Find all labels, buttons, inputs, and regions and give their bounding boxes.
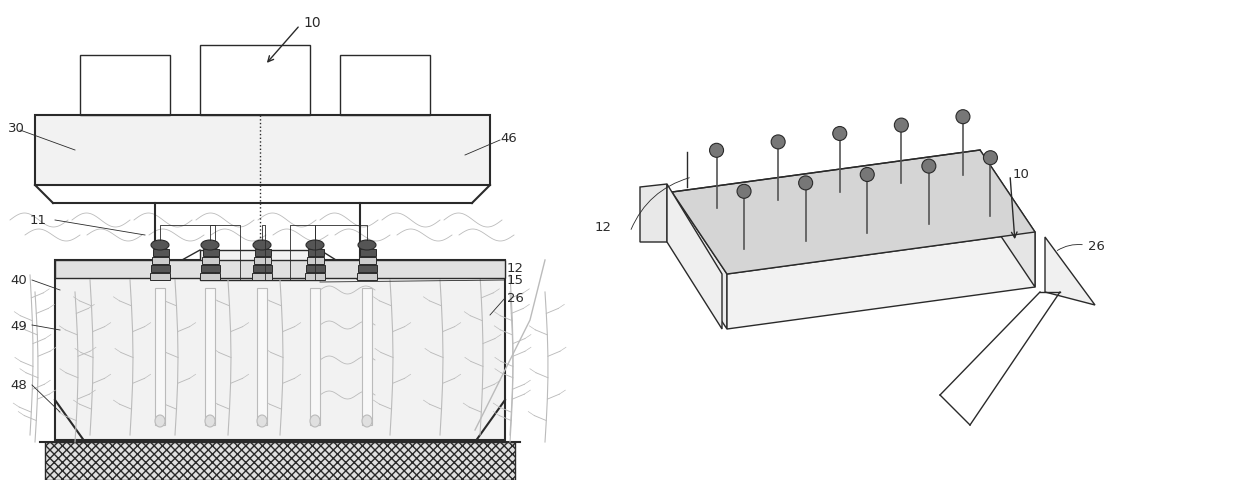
Circle shape — [355, 270, 365, 280]
Bar — [200, 46, 310, 116]
Bar — [305, 274, 325, 280]
Text: 48: 48 — [10, 379, 27, 392]
Bar — [254, 257, 272, 264]
Bar — [306, 265, 325, 273]
Polygon shape — [1045, 238, 1095, 305]
Circle shape — [861, 168, 874, 182]
Text: 30: 30 — [7, 122, 25, 135]
Ellipse shape — [306, 240, 324, 251]
Bar — [362, 288, 372, 425]
Bar — [200, 251, 320, 280]
Ellipse shape — [155, 415, 165, 427]
Text: 26: 26 — [1087, 240, 1105, 253]
Bar — [357, 274, 377, 280]
Bar — [308, 257, 324, 264]
Bar — [153, 250, 169, 256]
Bar — [200, 274, 219, 280]
Ellipse shape — [205, 415, 215, 427]
Ellipse shape — [310, 415, 320, 427]
Polygon shape — [667, 185, 722, 329]
Circle shape — [833, 127, 847, 141]
Polygon shape — [980, 151, 1035, 288]
Ellipse shape — [201, 240, 219, 251]
Bar — [202, 257, 219, 264]
Bar — [257, 288, 267, 425]
Polygon shape — [672, 192, 727, 329]
Text: 26: 26 — [507, 291, 523, 304]
Bar — [203, 250, 218, 256]
Polygon shape — [640, 185, 667, 242]
Ellipse shape — [257, 415, 267, 427]
Ellipse shape — [362, 415, 372, 427]
Bar — [81, 56, 170, 116]
Circle shape — [771, 136, 785, 150]
Polygon shape — [727, 232, 1035, 329]
Bar — [45, 442, 515, 480]
Bar — [360, 250, 376, 256]
Ellipse shape — [358, 240, 376, 251]
Bar — [255, 250, 270, 256]
Ellipse shape — [253, 240, 272, 251]
Text: 10: 10 — [303, 16, 321, 30]
Circle shape — [921, 160, 936, 174]
Bar — [358, 265, 377, 273]
Bar — [155, 288, 165, 425]
Bar — [308, 250, 324, 256]
Bar — [310, 288, 320, 425]
Bar — [151, 265, 170, 273]
Bar — [201, 265, 219, 273]
Ellipse shape — [151, 240, 169, 251]
Bar — [55, 261, 505, 278]
Text: 49: 49 — [10, 319, 27, 332]
Circle shape — [709, 144, 724, 158]
Bar — [360, 257, 376, 264]
Text: 11: 11 — [30, 213, 47, 226]
Circle shape — [894, 119, 909, 133]
Polygon shape — [672, 151, 1035, 275]
Circle shape — [956, 110, 970, 124]
Circle shape — [799, 177, 812, 191]
Bar — [205, 288, 215, 425]
Text: 10: 10 — [1013, 168, 1030, 181]
Text: 46: 46 — [500, 132, 517, 145]
Circle shape — [983, 151, 997, 165]
Text: 15: 15 — [507, 274, 525, 287]
Bar — [340, 56, 430, 116]
Text: 40: 40 — [10, 274, 27, 287]
Circle shape — [150, 270, 160, 280]
Bar — [252, 274, 272, 280]
Text: 12: 12 — [507, 261, 525, 274]
Bar — [253, 265, 272, 273]
Bar — [150, 274, 170, 280]
Text: 12: 12 — [595, 221, 613, 234]
Bar — [35, 116, 490, 186]
Bar — [153, 257, 169, 264]
Bar — [55, 261, 505, 440]
Circle shape — [737, 185, 751, 199]
